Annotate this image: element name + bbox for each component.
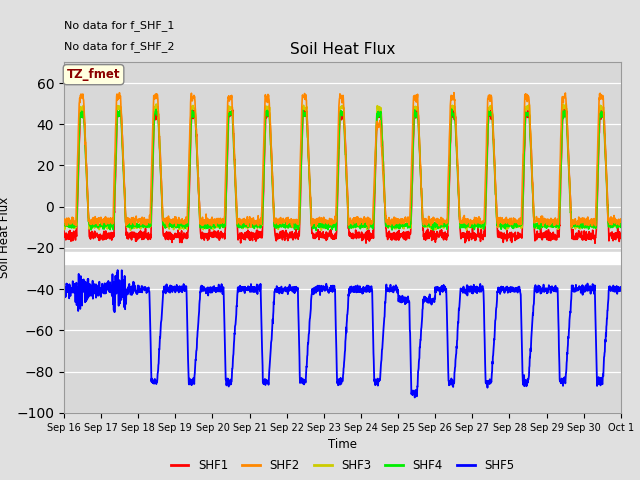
- SHF1: [371, 200, 378, 206]
- SHF1: [584, 232, 591, 238]
- SHF2: [568, 223, 576, 229]
- SHF4: [617, 224, 625, 230]
- SHF4: [505, 221, 513, 227]
- Line: SHF5: SHF5: [64, 270, 621, 397]
- SHF1: [568, 231, 575, 237]
- SHF2: [365, 225, 372, 231]
- SHF4: [371, 176, 379, 181]
- SHF5: [584, 281, 591, 287]
- SHF2: [505, 217, 513, 223]
- Line: SHF2: SHF2: [64, 93, 621, 228]
- SHF5: [568, 288, 576, 293]
- SHF4: [584, 224, 591, 229]
- SHF1: [504, 234, 512, 240]
- Text: No data for f_SHF_1: No data for f_SHF_1: [64, 20, 174, 31]
- SHF4: [312, 228, 320, 233]
- Y-axis label: Soil Heat Flux: Soil Heat Flux: [0, 197, 11, 278]
- SHF5: [371, 376, 379, 382]
- SHF5: [617, 284, 625, 290]
- SHF4: [359, 221, 367, 227]
- SHF3: [584, 222, 591, 228]
- SHF5: [216, 286, 223, 292]
- SHF3: [359, 221, 367, 227]
- SHF5: [411, 395, 419, 400]
- SHF1: [216, 237, 223, 243]
- SHF2: [584, 219, 591, 225]
- Title: Soil Heat Flux: Soil Heat Flux: [290, 42, 395, 57]
- SHF1: [591, 240, 599, 246]
- SHF1: [561, 105, 568, 111]
- SHF1: [358, 237, 366, 242]
- Line: SHF1: SHF1: [64, 108, 621, 243]
- SHF3: [60, 223, 68, 229]
- Text: No data for f_SHF_2: No data for f_SHF_2: [64, 41, 175, 52]
- X-axis label: Time: Time: [328, 438, 357, 451]
- SHF5: [505, 286, 513, 291]
- Legend: SHF1, SHF2, SHF3, SHF4, SHF5: SHF1, SHF2, SHF3, SHF4, SHF5: [166, 455, 519, 477]
- SHF3: [216, 221, 223, 227]
- SHF2: [371, 163, 379, 168]
- Line: SHF3: SHF3: [64, 104, 621, 230]
- SHF4: [60, 221, 68, 227]
- SHF3: [317, 228, 325, 233]
- SHF2: [60, 216, 68, 222]
- SHF3: [504, 226, 512, 231]
- SHF4: [448, 106, 456, 112]
- SHF1: [617, 236, 625, 241]
- SHF2: [617, 216, 625, 222]
- Text: TZ_fmet: TZ_fmet: [67, 68, 120, 81]
- SHF3: [371, 182, 379, 188]
- SHF1: [60, 228, 68, 234]
- Line: SHF4: SHF4: [64, 109, 621, 230]
- SHF3: [617, 223, 625, 228]
- SHF2: [450, 90, 458, 96]
- SHF3: [563, 101, 570, 107]
- SHF3: [568, 223, 576, 228]
- SHF4: [216, 219, 223, 225]
- SHF2: [358, 219, 366, 225]
- SHF2: [216, 219, 223, 225]
- SHF5: [359, 287, 367, 293]
- Bar: [64, 252, 621, 264]
- SHF5: [60, 284, 68, 289]
- SHF5: [114, 267, 122, 273]
- SHF4: [568, 222, 576, 228]
